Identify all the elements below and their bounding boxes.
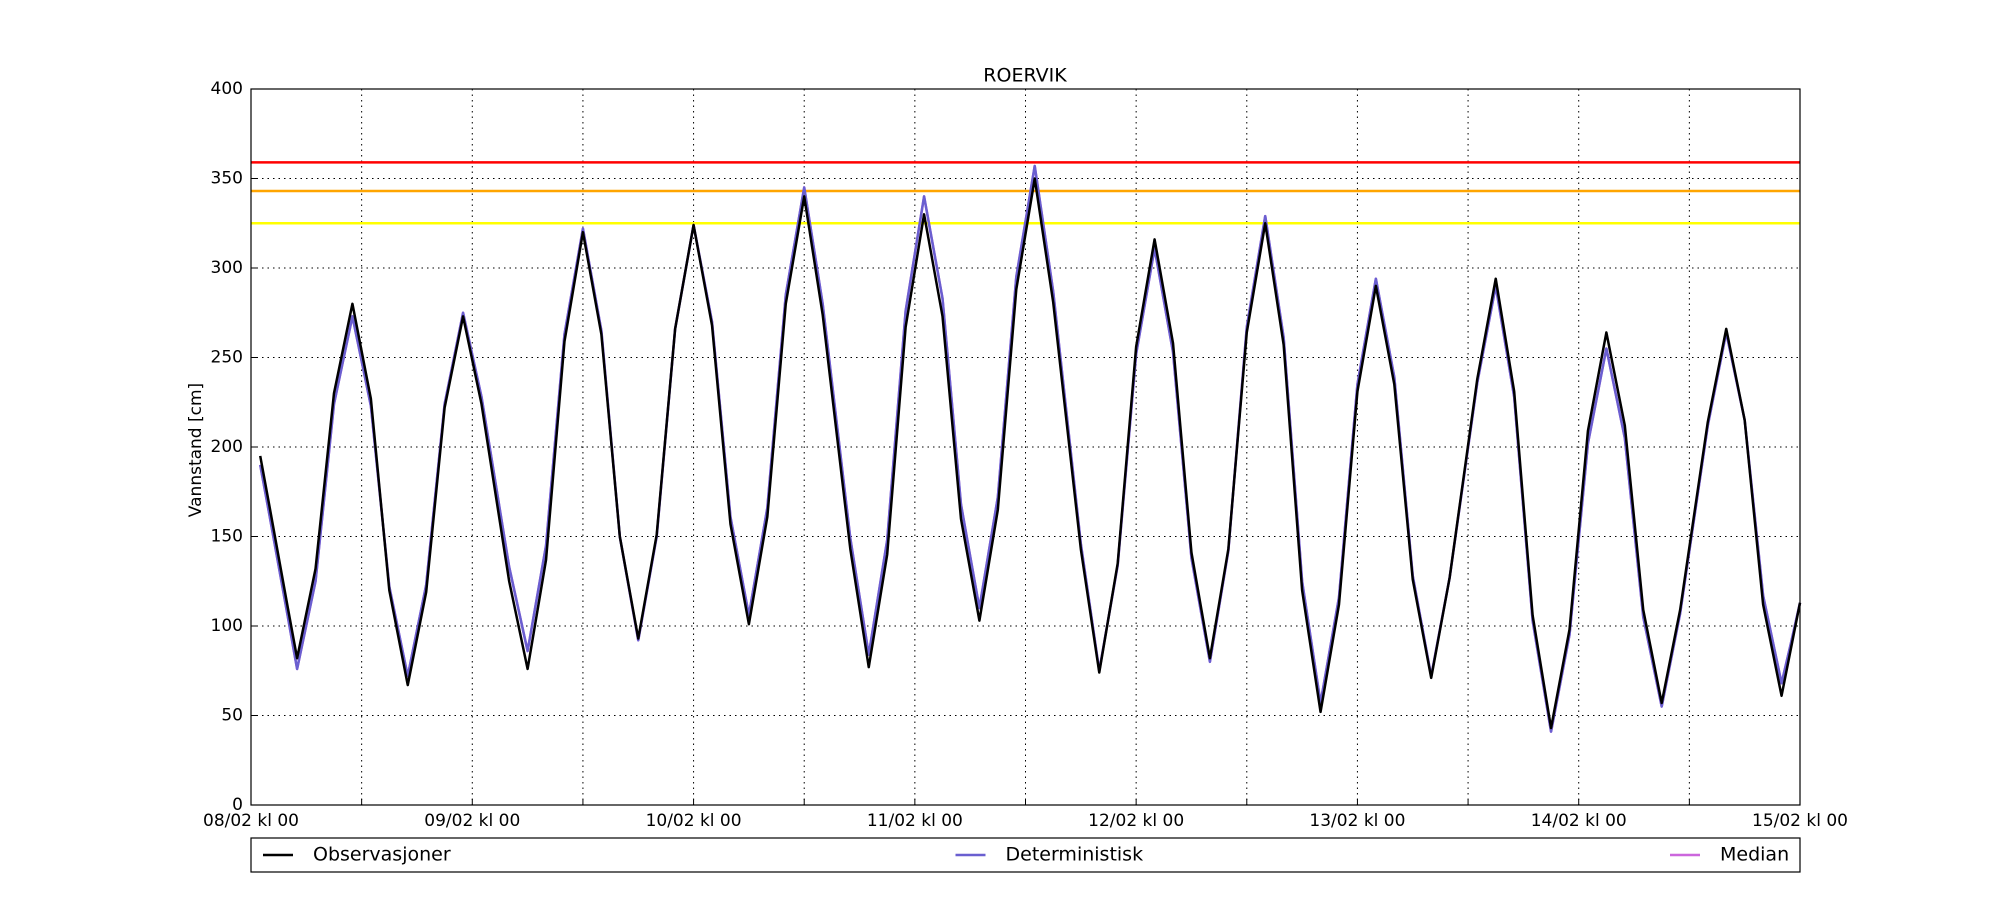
- x-tick-label: 08/02 kl 00: [203, 811, 299, 831]
- y-tick-label: 0: [232, 795, 243, 815]
- x-tick-label: 12/02 kl 00: [1088, 811, 1184, 831]
- y-tick-label: 250: [211, 348, 243, 368]
- chart-title: ROERVIK: [983, 65, 1067, 87]
- y-axis-label: Vannstand [cm]: [186, 383, 206, 517]
- x-tick-label: 14/02 kl 00: [1531, 811, 1627, 831]
- y-tick-label: 50: [221, 706, 243, 726]
- x-tick-label: 13/02 kl 00: [1309, 811, 1405, 831]
- legend-label: Deterministisk: [1006, 844, 1144, 866]
- plot-frame: [250, 88, 1801, 806]
- series-line: [258, 177, 1802, 730]
- x-tick-label: 09/02 kl 00: [424, 811, 520, 831]
- x-tick-label: 10/02 kl 00: [646, 811, 742, 831]
- legend-box: [250, 837, 1801, 873]
- series-line: [258, 164, 1802, 733]
- legend-label: Observasjoner: [313, 844, 451, 866]
- legend-label: Median: [1720, 844, 1789, 866]
- y-tick-label: 400: [211, 79, 243, 99]
- y-tick-label: 200: [211, 437, 243, 457]
- y-tick-label: 300: [211, 258, 243, 278]
- y-tick-label: 100: [211, 616, 243, 636]
- y-tick-label: 350: [211, 169, 243, 189]
- x-tick-label: 15/02 kl 00: [1752, 811, 1848, 831]
- y-tick-label: 150: [211, 527, 243, 547]
- x-tick-label: 11/02 kl 00: [867, 811, 963, 831]
